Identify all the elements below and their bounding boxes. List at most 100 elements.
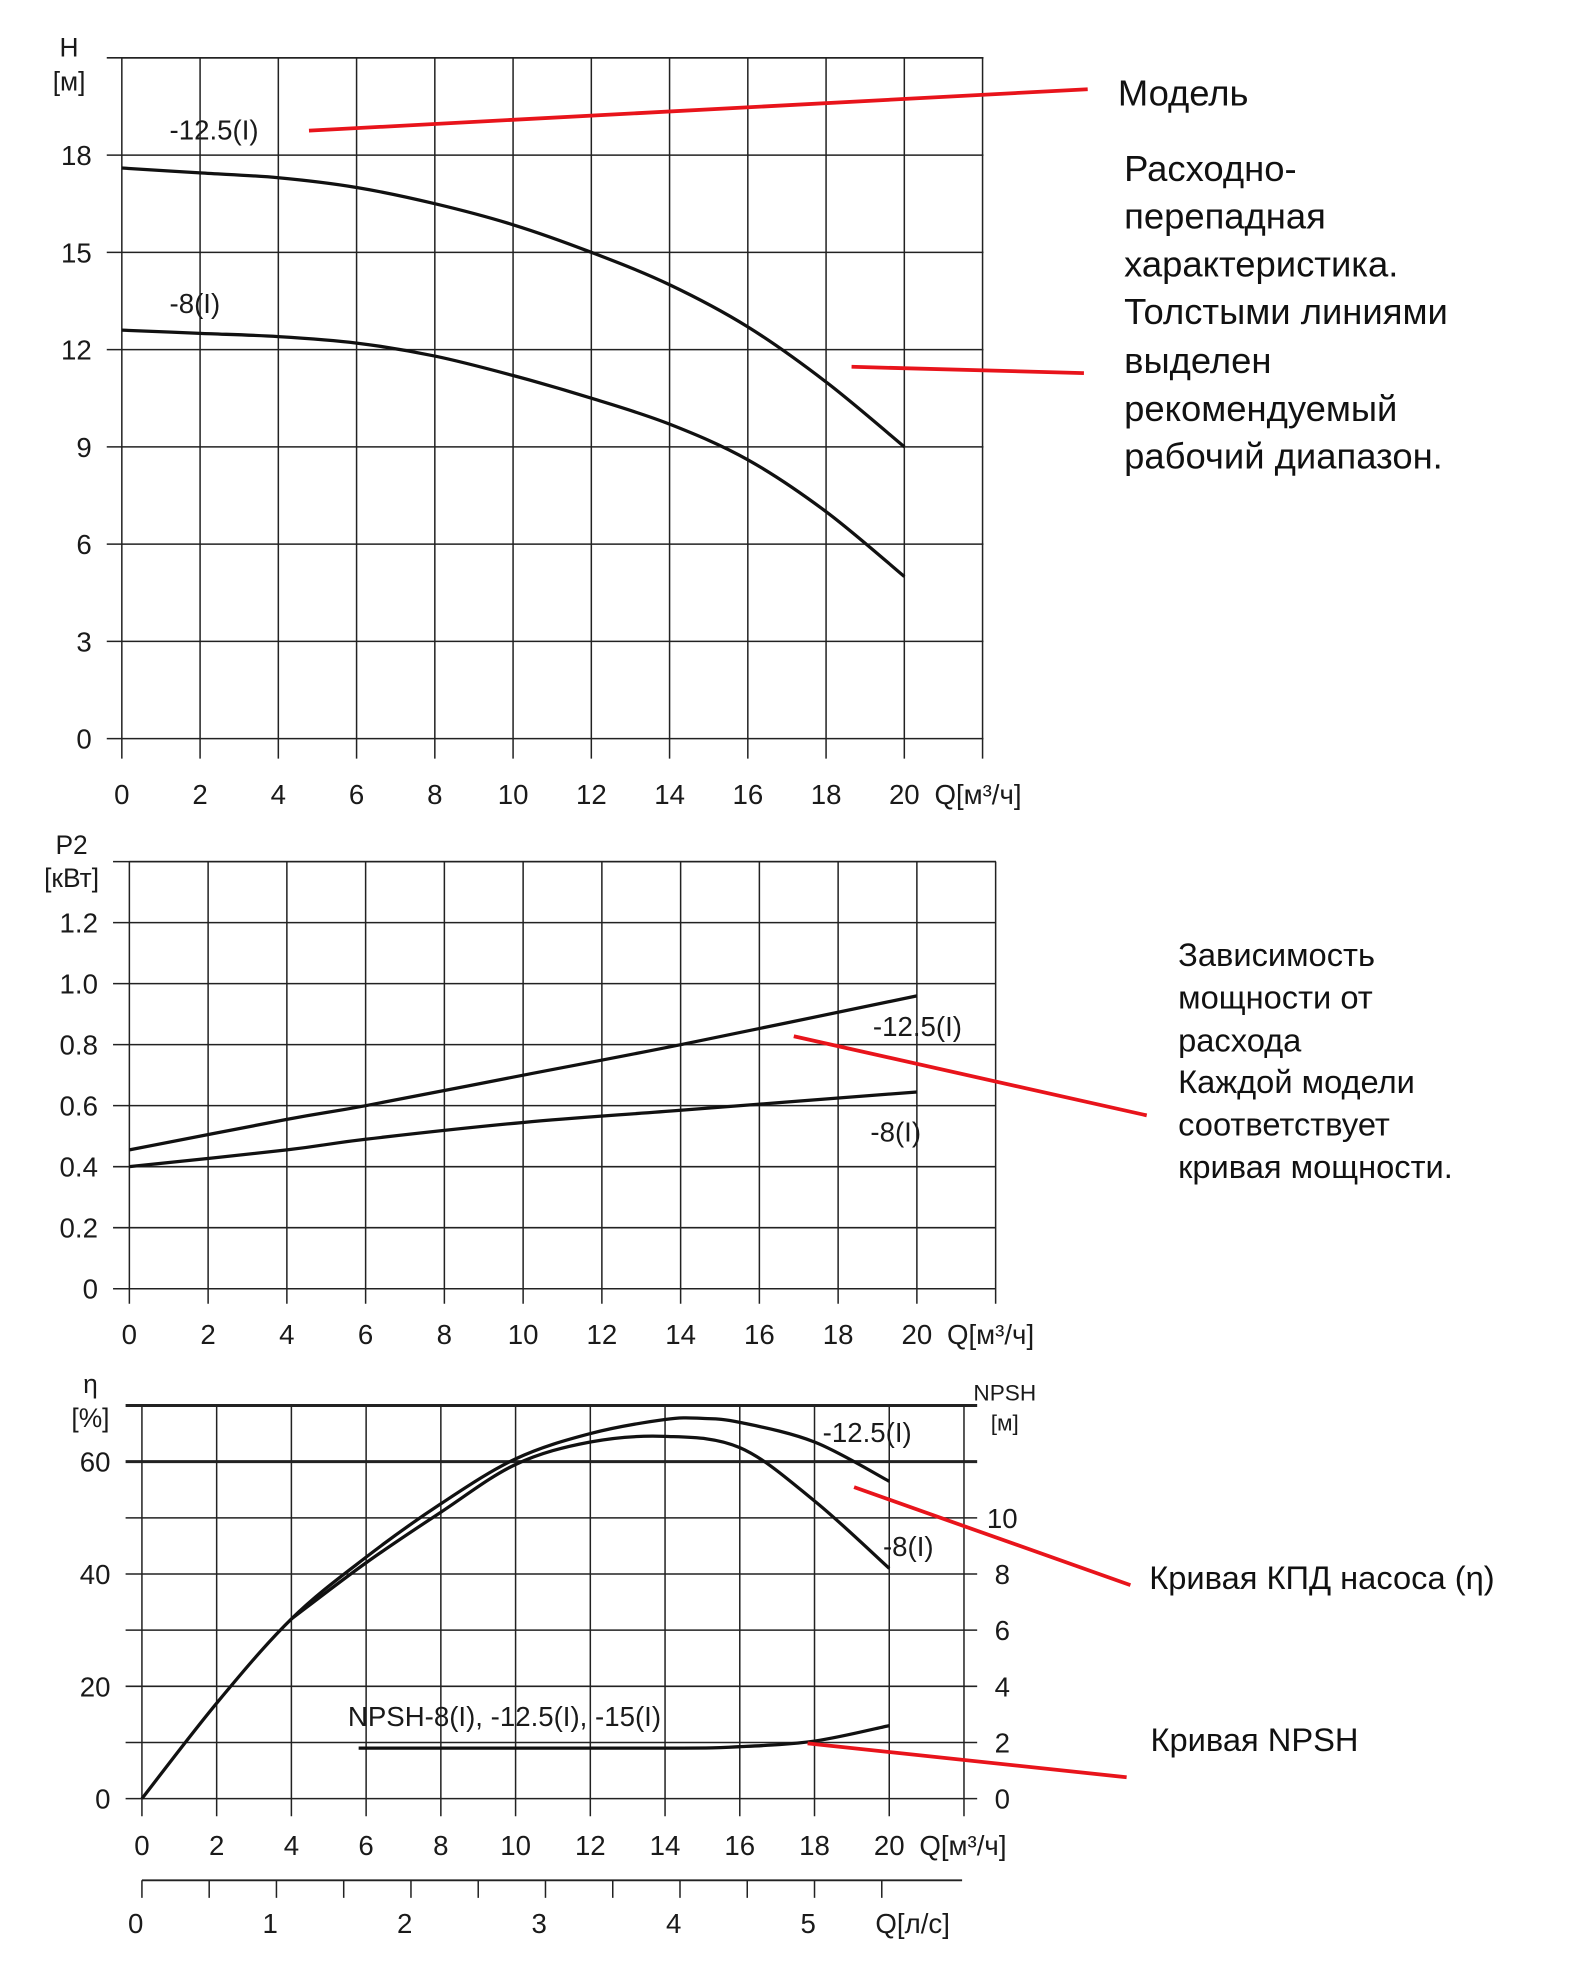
series-line-2 — [129, 1090, 918, 1169]
series-line-2 — [121, 328, 906, 578]
svg-text:соответствует: соответствует — [1178, 1105, 1390, 1142]
annotation-head-curve: Расходно- перепадная характеристика. Тол… — [1124, 148, 1448, 477]
svg-text:рабочий диапазон.: рабочий диапазон. — [1124, 436, 1443, 477]
grid — [113, 860, 997, 1304]
series-label: -8(I) — [870, 1117, 921, 1148]
x2-tick-label: 3 — [532, 1908, 547, 1939]
x2-tick-label: 0 — [128, 1908, 143, 1939]
x-tick-label: 10 — [498, 779, 529, 810]
y-tick-label: 15 — [61, 237, 92, 268]
y-axis-label: [м] — [53, 66, 86, 96]
grid — [125, 1403, 978, 1817]
x-tick-label: 14 — [654, 779, 685, 810]
x-tick-label: 0 — [134, 1830, 149, 1861]
svg-text:Зависимость: Зависимость — [1178, 936, 1375, 973]
y-tick-label: 1.2 — [60, 908, 98, 939]
x-tick-label: 12 — [576, 779, 607, 810]
x-axis-label: Q[м³/ч] — [947, 1319, 1034, 1350]
annotation-npsh-curve: Кривая NPSH — [1150, 1721, 1358, 1758]
x-tick-label: 6 — [358, 1830, 373, 1861]
leader-line — [851, 364, 1084, 375]
svg-text:Каждой модели: Каждой модели — [1178, 1063, 1415, 1100]
y2-tick-label: 6 — [995, 1615, 1010, 1646]
y2-tick-label: 0 — [995, 1784, 1010, 1815]
y2-tick-label: 4 — [995, 1671, 1010, 1702]
x-tick-label: 0 — [114, 779, 129, 810]
x2-tick-label: 4 — [666, 1908, 681, 1939]
svg-text:кривая мощности.: кривая мощности. — [1178, 1148, 1453, 1185]
x-tick-label: 8 — [437, 1319, 452, 1350]
y-tick-label: 3 — [76, 626, 91, 657]
x-tick-label: 16 — [724, 1830, 755, 1861]
y2-tick-label: 2 — [995, 1728, 1010, 1759]
x-tick-label: 20 — [874, 1830, 905, 1861]
x-axis-label: Q[м³/ч] — [934, 779, 1021, 810]
x-tick-label: 4 — [279, 1319, 294, 1350]
y2-tick-label: 8 — [995, 1559, 1010, 1590]
y-tick-label: 40 — [80, 1559, 111, 1590]
y-tick-label: 0.6 — [60, 1091, 98, 1122]
y-tick-label: 0 — [76, 724, 91, 755]
series-label: -8(I) — [170, 288, 221, 319]
leader-line — [308, 87, 1088, 133]
y-axis-label: H — [60, 33, 79, 63]
svg-text:Расходно-: Расходно- — [1124, 148, 1296, 189]
x-tick-label: 8 — [433, 1830, 448, 1861]
y-axis-label: [%] — [71, 1403, 109, 1433]
x-tick-label: 2 — [200, 1319, 215, 1350]
x-tick-label: 12 — [575, 1830, 606, 1861]
svg-text:перепадная: перепадная — [1124, 196, 1326, 237]
series-label: NPSH-8(I), -12.5(I), -15(I) — [348, 1701, 661, 1732]
y-tick-label: 0.8 — [60, 1030, 98, 1061]
x-tick-label: 8 — [427, 779, 442, 810]
x-tick-label: 20 — [902, 1319, 933, 1350]
y-axis-label: [кВт] — [44, 863, 99, 893]
x-tick-label: 14 — [665, 1319, 696, 1350]
svg-text:выделен: выделен — [1124, 340, 1271, 381]
leader-line — [793, 1034, 1148, 1118]
svg-text:Толстыми линиями: Толстыми линиями — [1124, 291, 1448, 332]
y-axis-label: P2 — [55, 830, 87, 860]
y2-axis-label: [м] — [991, 1411, 1019, 1436]
x-tick-label: 10 — [508, 1319, 539, 1350]
chart-3: 0 2 4 6 8 10 12 14 16 18 20 Q[м³/ч]0204060η[%]02468… — [71, 1369, 1036, 1939]
annotation-leader-lines — [308, 87, 1148, 1780]
y-tick-label: 0.2 — [60, 1213, 98, 1244]
x-tick-label: 0 — [122, 1319, 137, 1350]
x2-tick-label: 5 — [801, 1908, 816, 1939]
y-tick-label: 0 — [83, 1274, 98, 1305]
y-tick-label: 20 — [80, 1671, 111, 1702]
x2-axis-label: Q[л/с] — [875, 1908, 949, 1939]
x-tick-label: 18 — [823, 1319, 854, 1350]
x2-tick-label: 2 — [397, 1908, 412, 1939]
x2-tick-label: 1 — [262, 1908, 277, 1939]
leader-line — [807, 1741, 1127, 1780]
x-axis-label: Q[м³/ч] — [919, 1830, 1006, 1861]
x-tick-label: 6 — [349, 779, 364, 810]
y-tick-label: 1.0 — [60, 969, 98, 1000]
x-tick-label: 20 — [889, 779, 920, 810]
series-line-1 — [121, 166, 906, 449]
grid — [106, 57, 984, 759]
y-tick-label: 60 — [80, 1447, 111, 1478]
y2-tick-label: 10 — [987, 1503, 1018, 1534]
y2-axis-label: NPSH — [973, 1380, 1036, 1405]
chart-2: 0 2 4 6 8 10 12 14 16 18 20 Q[м³/ч] 0 0.2 0.4 0.6 0.8 1.0… — [44, 830, 1034, 1350]
y-tick-label: 0.4 — [60, 1152, 98, 1183]
y-tick-label: 0 — [95, 1784, 110, 1815]
x-tick-label: 2 — [192, 779, 207, 810]
x-tick-label: 16 — [732, 779, 763, 810]
series-label: -12.5(I) — [873, 1011, 962, 1042]
series-label: -12.5(I) — [170, 114, 259, 145]
secondary-x-axis: 0 1 2 3 4 5 Q[л/с] — [128, 1879, 963, 1939]
svg-text:расхода: расхода — [1178, 1021, 1302, 1058]
annotation-power-curve: Зависимость мощности от расхода Каждой м… — [1178, 936, 1453, 1185]
svg-text:рекомендуемый: рекомендуемый — [1124, 388, 1397, 429]
series-label: -12.5(I) — [823, 1417, 912, 1448]
y-tick-label: 18 — [61, 140, 92, 171]
x-tick-label: 4 — [271, 779, 286, 810]
svg-text:характеристика.: характеристика. — [1124, 243, 1398, 284]
y-tick-label: 6 — [76, 529, 91, 560]
annotation-model: Модель — [1118, 73, 1249, 114]
x-tick-label: 4 — [284, 1830, 299, 1861]
